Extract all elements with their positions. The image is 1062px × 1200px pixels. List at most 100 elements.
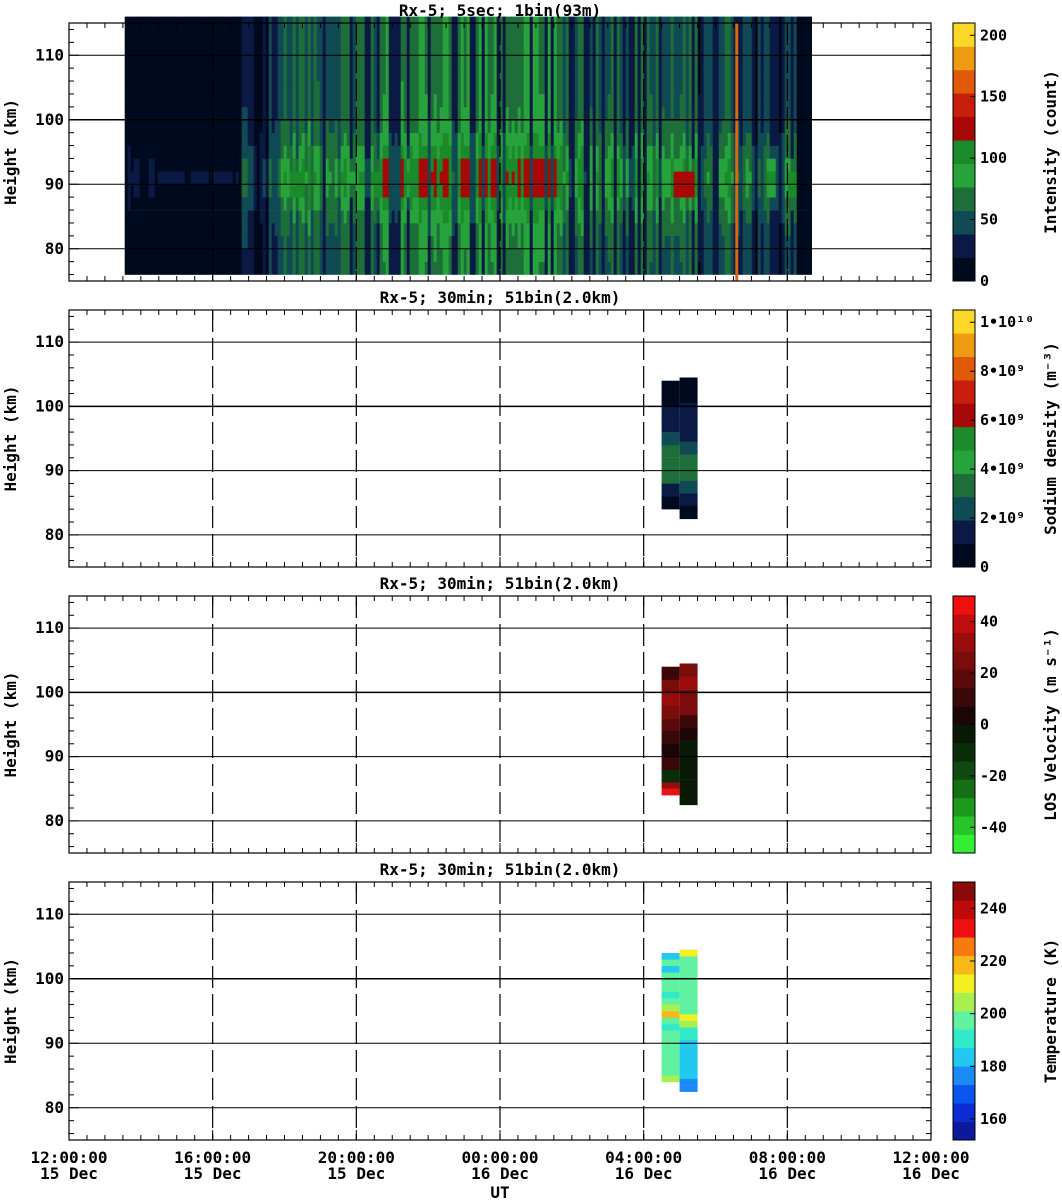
intensity-cell: [367, 222, 371, 237]
intensity-cell: [460, 222, 464, 237]
intensity-cell: [355, 171, 359, 185]
intensity-cell: [403, 171, 407, 185]
intensity-cell: [757, 261, 761, 275]
intensity-cell: [127, 235, 131, 249]
intensity-cell: [763, 81, 767, 95]
intensity-cell: [664, 132, 668, 146]
intensity-cell: [373, 119, 377, 133]
intensity-cell: [532, 106, 536, 120]
intensity-cell: [586, 81, 590, 95]
intensity-cell: [511, 132, 515, 146]
intensity-cell: [298, 197, 302, 211]
intensity-cell: [622, 235, 626, 249]
intensity-cell: [346, 171, 350, 185]
colorbar-segment: [953, 380, 975, 404]
intensity-cell: [550, 145, 554, 159]
intensity-cell: [586, 235, 590, 249]
intensity-cell: [241, 210, 245, 224]
intensity-cell: [640, 81, 644, 95]
intensity-cell: [667, 119, 671, 133]
intensity-cell: [796, 235, 800, 249]
intensity-cell: [595, 94, 599, 108]
intensity-cell: [493, 248, 497, 262]
intensity-cell: [340, 248, 344, 262]
intensity-cell: [793, 197, 797, 211]
intensity-cell: [409, 94, 413, 108]
y-tick-label: 100: [35, 396, 64, 415]
intensity-cell: [757, 184, 761, 198]
intensity-cell: [706, 94, 710, 108]
intensity-cell: [268, 197, 272, 211]
intensity-cell: [310, 94, 314, 108]
intensity-cell: [340, 184, 344, 198]
intensity-cell: [127, 132, 131, 146]
intensity-cell: [541, 158, 545, 172]
intensity-cell: [688, 132, 692, 146]
intensity-cell: [598, 42, 602, 56]
intensity-cell: [526, 29, 530, 43]
intensity-cell: [808, 210, 812, 224]
intensity-cell: [250, 222, 254, 237]
intensity-cell: [736, 197, 740, 211]
intensity-cell: [142, 222, 146, 237]
intensity-cell: [511, 145, 515, 159]
intensity-cell: [445, 106, 449, 120]
intensity-cell: [730, 145, 734, 159]
intensity-cell: [262, 184, 266, 198]
intensity-cell: [334, 158, 338, 172]
intensity-cell: [730, 235, 734, 249]
intensity-cell: [601, 248, 605, 262]
intensity-cell: [712, 171, 716, 185]
intensity-cell: [778, 81, 782, 95]
intensity-cell: [766, 29, 770, 43]
intensity-cell: [523, 158, 527, 172]
intensity-cell: [709, 106, 713, 120]
intensity-cell: [706, 145, 710, 159]
intensity-cell: [223, 132, 227, 146]
intensity-cell: [673, 68, 677, 82]
intensity-cell: [772, 132, 776, 146]
intensity-cell: [694, 106, 698, 120]
intensity-cell: [511, 94, 515, 108]
intensity-cell: [166, 81, 170, 95]
intensity-cell: [127, 197, 131, 211]
intensity-cell: [538, 184, 542, 198]
intensity-cell: [622, 248, 626, 262]
intensity-cell: [748, 222, 752, 237]
intensity-cell: [574, 261, 578, 275]
intensity-cell: [661, 68, 665, 82]
intensity-cell: [745, 145, 749, 159]
intensity-cell: [235, 145, 239, 159]
intensity-cell: [676, 248, 680, 262]
intensity-cell: [652, 55, 656, 69]
intensity-cell: [556, 68, 560, 82]
intensity-cell: [334, 261, 338, 275]
intensity-cell: [130, 94, 134, 108]
intensity-cell: [454, 261, 458, 275]
intensity-cell: [538, 261, 542, 275]
intensity-cell: [445, 248, 449, 262]
intensity-cell: [805, 132, 809, 146]
intensity-cell: [565, 222, 569, 237]
intensity-cell: [565, 29, 569, 43]
intensity-cell: [445, 119, 449, 133]
intensity-cell: [532, 29, 536, 43]
intensity-cell: [211, 55, 215, 69]
intensity-cell: [157, 184, 161, 198]
intensity-cell: [148, 145, 152, 159]
intensity-cell: [688, 106, 692, 120]
intensity-cell: [796, 81, 800, 95]
intensity-cell: [451, 29, 455, 43]
intensity-cell: [595, 119, 599, 133]
intensity-cell: [439, 145, 443, 159]
intensity-cell: [172, 81, 176, 95]
intensity-cell: [589, 235, 593, 249]
intensity-cell: [184, 171, 188, 185]
intensity-cell: [157, 132, 161, 146]
intensity-cell: [751, 197, 755, 211]
intensity-cell: [616, 55, 620, 69]
intensity-cell: [598, 235, 602, 249]
intensity-cell: [325, 42, 329, 56]
intensity-cell: [400, 158, 404, 172]
intensity-cell: [265, 222, 269, 237]
